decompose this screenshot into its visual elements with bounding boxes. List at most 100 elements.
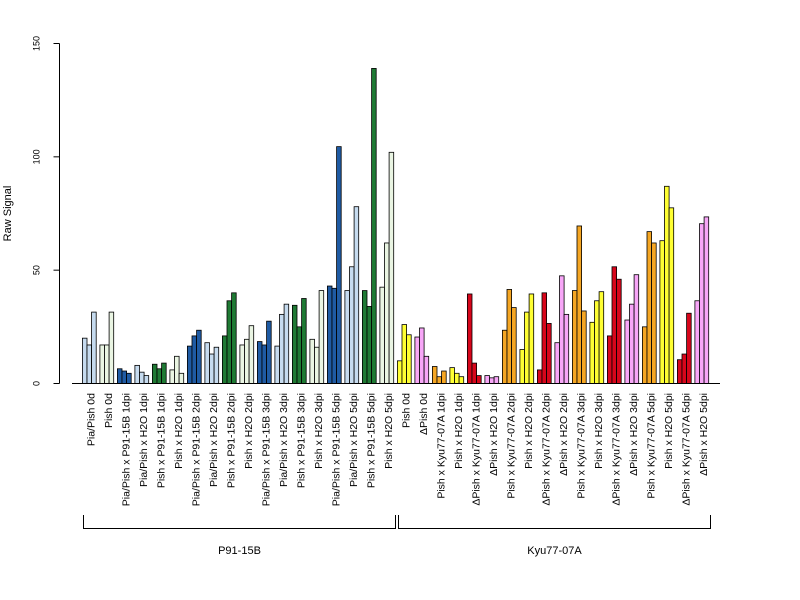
bar — [677, 359, 683, 384]
bar — [196, 329, 202, 384]
bar — [629, 303, 635, 384]
bar — [186, 345, 193, 384]
bar — [256, 341, 263, 384]
bar — [528, 293, 535, 384]
bar — [121, 370, 127, 384]
bar — [274, 345, 280, 384]
bar — [139, 371, 145, 384]
x-tick-label: Pish x H2O 2dpi — [523, 393, 535, 469]
bar — [248, 325, 255, 384]
bar — [699, 223, 705, 384]
bar — [371, 68, 377, 384]
x-tick-label: Pish x H2O 2dpi — [243, 393, 255, 469]
bar — [283, 303, 290, 384]
bar — [414, 336, 420, 384]
bar — [406, 334, 412, 384]
x-tick-label: Pia/Pish x P91-15B 3dpi — [260, 393, 272, 506]
x-tick-label: Pish 0d — [103, 393, 115, 428]
x-tick-label: Pia/Pish x P91-15B 1dpi — [120, 393, 132, 506]
x-tick-label: Pia/Pish x H2O 5dpi — [348, 393, 360, 487]
bar — [388, 151, 395, 384]
x-tick-label: ΔPish x H2O 5dpi — [698, 393, 710, 476]
x-tick-label: Pia/Pish x H2O 3dpi — [278, 393, 290, 487]
y-tick-label: 0 — [32, 381, 42, 386]
bar — [379, 286, 385, 384]
bar — [624, 319, 630, 384]
bar — [156, 368, 162, 384]
bar — [594, 300, 600, 384]
group-bracket — [398, 515, 711, 529]
bar — [82, 337, 88, 384]
x-tick-label: Pish x Kyu77-07A 3dpi — [575, 393, 587, 499]
bar — [576, 225, 582, 384]
bar — [559, 275, 565, 384]
category-labels: Pia/Pish 0d Pish 0d Pia/Pish x P91-15B 1dp… — [85, 393, 710, 506]
bar — [471, 362, 477, 384]
bar — [493, 376, 500, 384]
bar — [178, 372, 185, 384]
bar — [401, 324, 407, 384]
bar — [266, 320, 272, 384]
bar — [169, 369, 175, 384]
bar — [686, 312, 692, 384]
bar — [423, 355, 430, 384]
x-tick-label: Pia/Pish 0d — [85, 393, 97, 446]
x-tick-label: ΔPish 0d — [418, 393, 430, 435]
bar — [546, 323, 552, 384]
bar — [664, 185, 670, 384]
bar — [151, 363, 158, 384]
group-brackets: P91-15B Kyu77-07A — [83, 515, 711, 557]
bar — [301, 298, 307, 384]
bar — [261, 344, 267, 384]
x-tick-label: Pish 0d — [400, 393, 412, 428]
x-tick-label: Pish x H2O 5dpi — [663, 393, 675, 469]
bar — [161, 362, 167, 384]
bar — [616, 278, 622, 384]
bar — [318, 290, 325, 384]
bar — [117, 368, 123, 384]
bar — [396, 360, 403, 384]
x-tick-label: ΔPish x H2O 2dpi — [558, 393, 570, 476]
x-tick-label: Pish x H2O 3dpi — [593, 393, 605, 469]
bar — [126, 372, 132, 384]
bar — [598, 291, 605, 384]
bar — [174, 355, 180, 384]
bar — [108, 311, 115, 384]
x-tick-label: Pish x H2O 5dpi — [383, 393, 395, 469]
bar — [524, 311, 530, 384]
x-tick-label: Pish x P91-15B 5dpi — [365, 393, 377, 488]
bar — [204, 342, 210, 384]
x-tick-label: Pish x H2O 3dpi — [313, 393, 325, 469]
bar — [642, 326, 648, 384]
bar — [519, 349, 525, 384]
x-tick-label: Pish x Kyu77-07A 5dpi — [645, 393, 657, 499]
bar — [431, 366, 438, 384]
bar — [466, 293, 473, 384]
bar — [694, 300, 700, 384]
x-tick-label: Pish x P91-15B 2dpi — [225, 393, 237, 488]
bar — [506, 289, 512, 384]
bar — [489, 377, 495, 384]
x-tick-label: Pia/Pish x H2O 1dpi — [138, 393, 150, 487]
bar — [99, 344, 105, 384]
bar — [344, 290, 350, 384]
y-tick-label: 50 — [32, 265, 42, 275]
bar — [659, 240, 665, 384]
bar — [91, 311, 97, 384]
group-label: Kyu77-07A — [527, 545, 582, 557]
x-tick-label: ΔPish x Kyu77-07A 1dpi — [470, 393, 482, 506]
bar — [681, 353, 687, 384]
bar — [239, 344, 245, 384]
bar — [326, 285, 333, 384]
bar — [221, 335, 228, 384]
bar — [231, 292, 237, 384]
x-tick-label: ΔPish x Kyu77-07A 5dpi — [680, 393, 692, 506]
y-tick-label: 100 — [32, 149, 42, 164]
bar — [651, 242, 657, 384]
bar — [668, 207, 675, 384]
x-tick-label: ΔPish x H2O 3dpi — [628, 393, 640, 476]
bar — [511, 307, 517, 384]
bar — [104, 344, 110, 384]
x-tick-label: ΔPish x Kyu77-07A 2dpi — [540, 393, 552, 506]
